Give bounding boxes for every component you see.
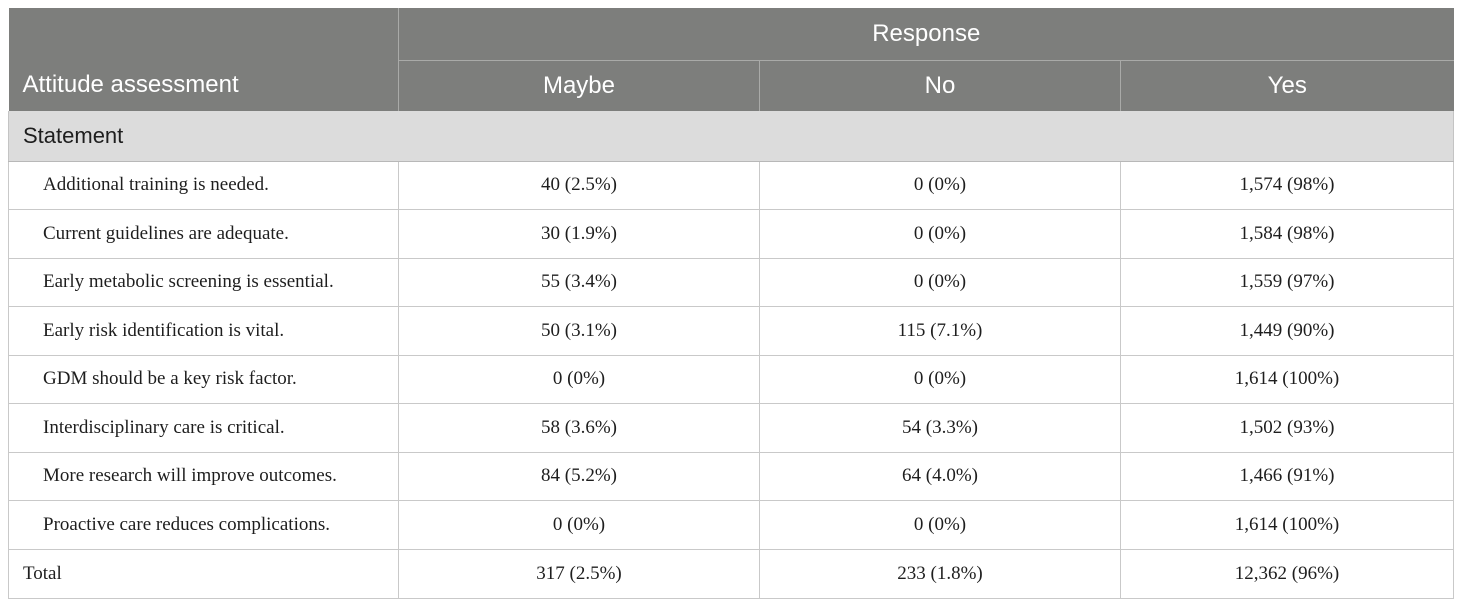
statement-cell: Interdisciplinary care is critical. xyxy=(8,403,399,453)
no-cell: 115 (7.1%) xyxy=(759,306,1121,356)
table-row: Early metabolic screening is essential. … xyxy=(8,257,1455,307)
no-cell: 0 (0%) xyxy=(759,209,1121,259)
maybe-cell: 30 (1.9%) xyxy=(398,209,760,259)
header-no: No xyxy=(759,60,1121,111)
statement-cell: GDM should be a key risk factor. xyxy=(8,354,399,404)
table-row: Early risk identification is vital. 50 (… xyxy=(8,306,1455,356)
table-row: GDM should be a key risk factor. 0 (0%) … xyxy=(8,354,1455,404)
table-header: Attitude assessment Response Maybe No Ye… xyxy=(8,8,1454,111)
table-row: Current guidelines are adequate. 30 (1.9… xyxy=(8,209,1455,259)
statement-cell: Additional training is needed. xyxy=(8,160,399,210)
no-cell: 0 (0%) xyxy=(759,354,1121,404)
no-cell: 0 (0%) xyxy=(759,160,1121,210)
header-maybe: Maybe xyxy=(398,60,760,111)
maybe-cell: 50 (3.1%) xyxy=(398,306,760,356)
maybe-cell: 0 (0%) xyxy=(398,500,760,550)
section-label-statement: Statement xyxy=(7,111,1455,162)
maybe-cell: 0 (0%) xyxy=(398,354,760,404)
maybe-cell: 58 (3.6%) xyxy=(398,403,760,453)
maybe-cell: 55 (3.4%) xyxy=(398,257,760,307)
table-row: Interdisciplinary care is critical. 58 (… xyxy=(8,403,1455,453)
total-maybe-cell: 317 (2.5%) xyxy=(398,548,760,599)
yes-cell: 1,584 (98%) xyxy=(1119,209,1455,259)
table-row: Proactive care reduces complications. 0 … xyxy=(8,500,1455,550)
total-yes-cell: 12,362 (96%) xyxy=(1119,548,1455,599)
table-row: More research will improve outcomes. 84 … xyxy=(8,451,1455,501)
yes-cell: 1,449 (90%) xyxy=(1119,306,1455,356)
header-attitude-assessment: Attitude assessment xyxy=(8,8,399,111)
maybe-cell: 84 (5.2%) xyxy=(398,451,760,501)
statement-cell: More research will improve outcomes. xyxy=(8,451,399,501)
statement-cell: Proactive care reduces complications. xyxy=(8,500,399,550)
table-body: Statement Additional training is needed.… xyxy=(7,111,1455,599)
total-label: Total xyxy=(8,548,399,599)
header-response: Response xyxy=(398,8,1454,61)
total-no-cell: 233 (1.8%) xyxy=(759,548,1121,599)
statement-cell: Current guidelines are adequate. xyxy=(8,209,399,259)
section-row: Statement xyxy=(7,111,1455,162)
yes-cell: 1,614 (100%) xyxy=(1119,500,1455,550)
yes-cell: 1,466 (91%) xyxy=(1119,451,1455,501)
yes-cell: 1,614 (100%) xyxy=(1119,354,1455,404)
attitude-table-container: Attitude assessment Response Maybe No Ye… xyxy=(7,8,1455,599)
no-cell: 54 (3.3%) xyxy=(759,403,1121,453)
no-cell: 64 (4.0%) xyxy=(759,451,1121,501)
statement-cell: Early risk identification is vital. xyxy=(8,306,399,356)
statement-cell: Early metabolic screening is essential. xyxy=(8,257,399,307)
maybe-cell: 40 (2.5%) xyxy=(398,160,760,210)
no-cell: 0 (0%) xyxy=(759,500,1121,550)
yes-cell: 1,502 (93%) xyxy=(1119,403,1455,453)
header-yes: Yes xyxy=(1120,60,1454,111)
table-row: Additional training is needed. 40 (2.5%)… xyxy=(8,160,1455,210)
yes-cell: 1,559 (97%) xyxy=(1119,257,1455,307)
attitude-assessment-table: Attitude assessment Response Maybe No Ye… xyxy=(7,8,1455,599)
total-row: Total 317 (2.5%) 233 (1.8%) 12,362 (96%) xyxy=(8,548,1455,599)
no-cell: 0 (0%) xyxy=(759,257,1121,307)
yes-cell: 1,574 (98%) xyxy=(1119,160,1455,210)
